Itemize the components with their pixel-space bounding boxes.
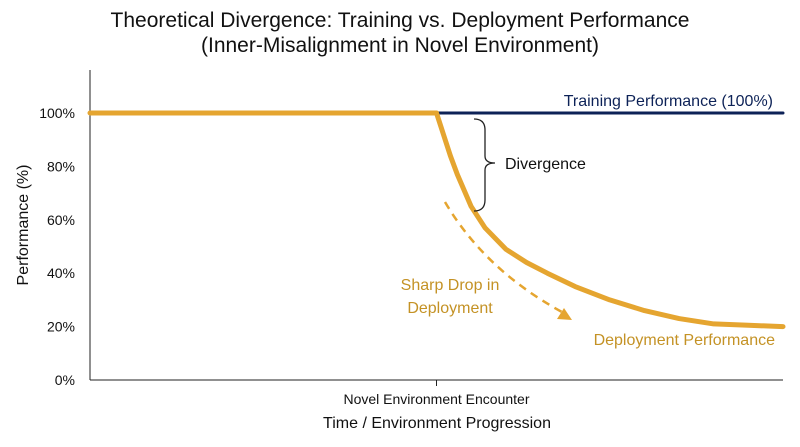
sharp-drop-label-line-2: Deployment <box>407 300 493 317</box>
y-tick-label: 80% <box>47 158 75 174</box>
x-axis-label: Time / Environment Progression <box>323 415 551 432</box>
x-axis-ticks: Novel Environment Encounter <box>344 380 530 407</box>
divergence-label: Divergence <box>505 156 586 173</box>
sharp-drop-arrowhead <box>557 308 572 320</box>
sharp-drop-arrow <box>443 201 563 314</box>
y-tick-label: 60% <box>47 212 75 228</box>
divergence-bracket <box>473 118 496 212</box>
sharp-drop-label-line-1: Sharp Drop in <box>401 277 500 294</box>
series-layer <box>87 110 786 330</box>
training-series-label: Training Performance (100%) <box>564 93 773 110</box>
chart-subtitle: (Inner-Misalignment in Novel Environment… <box>201 34 599 57</box>
x-tick-label: Novel Environment Encounter <box>344 391 530 407</box>
deployment-performance-line <box>87 110 786 330</box>
deployment-series-label: Deployment Performance <box>594 332 776 349</box>
y-tick-label: 0% <box>55 372 75 388</box>
y-tick-label: 100% <box>39 105 75 121</box>
y-axis-ticks: 0% 20% 40% 60% 80% 100% <box>39 105 75 388</box>
y-tick-label: 20% <box>47 319 75 335</box>
chart-title: Theoretical Divergence: Training vs. Dep… <box>111 9 690 32</box>
y-axis-label: Performance (%) <box>15 165 32 286</box>
y-tick-label: 40% <box>47 265 75 281</box>
